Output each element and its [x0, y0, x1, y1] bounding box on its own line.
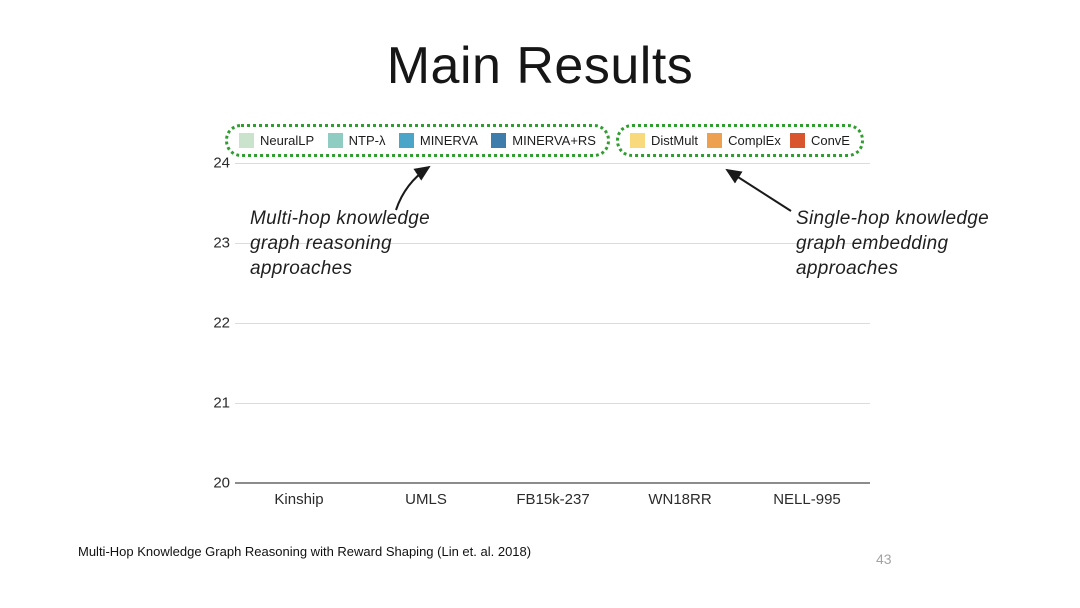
- legend-swatch-conve: [789, 133, 805, 148]
- gridline-24: [235, 163, 870, 164]
- x-axis-line: [235, 482, 870, 484]
- y-tick-23: 23: [213, 234, 230, 252]
- y-tick-24: 24: [213, 154, 230, 172]
- legend-swatch-minerva: [398, 133, 414, 148]
- annotation-single-hop-line1: Single-hop knowledge: [796, 208, 989, 229]
- page-title: Main Results: [386, 37, 694, 95]
- gridline-23: [235, 243, 870, 244]
- x-label-wn18rr: WN18RR: [648, 491, 712, 508]
- annotation-multi-hop-line1: Multi-hop knowledge: [250, 208, 430, 229]
- legend-label-minerva: MINERVA: [419, 133, 478, 148]
- legend-item-minerva: MINERVA: [398, 133, 478, 148]
- x-label-nell-995: NELL-995: [773, 491, 841, 508]
- gridline-22: [235, 323, 870, 324]
- legend-label-minerva-rs: MINERVA+RS: [512, 133, 596, 148]
- legend-swatch-ntp-lambda: [327, 133, 343, 148]
- y-tick-21: 21: [213, 394, 230, 412]
- legend-item-complex: ComplEx: [707, 133, 781, 148]
- legend-swatch-neurallp: [239, 133, 254, 148]
- legend-item-ntp-lambda: NTP-λ: [327, 133, 386, 148]
- x-label-kinship: Kinship: [274, 491, 324, 508]
- y-tick-22: 22: [213, 314, 230, 332]
- legend-swatch-complex: [707, 133, 723, 148]
- legend-label-complex: ComplEx: [728, 133, 781, 148]
- arrow-to-multi-hop-legend: [395, 165, 431, 211]
- annotation-multi-hop-line2: graph reasoning: [250, 233, 392, 254]
- legend-label-conve: ConvE: [810, 133, 850, 148]
- x-label-umls: UMLS: [405, 491, 447, 508]
- citation-text: Multi-Hop Knowledge Graph Reasoning with…: [78, 544, 532, 559]
- annotation-multi-hop: Multi-hop knowledge graph reasoning appr…: [250, 206, 430, 281]
- page-number: 43: [876, 551, 892, 567]
- y-tick-20: 20: [213, 474, 230, 492]
- legend-item-distmult: DistMult: [630, 133, 698, 148]
- annotation-single-hop-line2: graph embedding: [796, 233, 949, 254]
- legend-swatch-distmult: [630, 133, 645, 148]
- legend-label-distmult: DistMult: [651, 133, 698, 148]
- annotation-single-hop-line3: approaches: [796, 258, 899, 279]
- legend-item-neurallp: NeuralLP: [239, 133, 314, 148]
- legend-item-conve: ConvE: [789, 133, 850, 148]
- legend-label-neurallp: NeuralLP: [260, 133, 315, 148]
- legend-label-ntp-lambda: NTP-λ: [348, 133, 386, 148]
- annotation-single-hop: Single-hop knowledge graph embedding app…: [796, 206, 989, 281]
- legend-group-multi-hop: NeuralLP NTP-λ MINERVA MINERVA+RS: [225, 124, 610, 157]
- x-label-fb15k-237: FB15k-237: [516, 491, 590, 508]
- legend-group-single-hop: DistMult ComplEx ConvE: [616, 124, 864, 157]
- gridline-21: [235, 403, 870, 404]
- annotation-multi-hop-line3: approaches: [250, 258, 353, 279]
- arrow-to-single-hop-legend: [725, 168, 792, 212]
- legend-swatch-minerva-rs: [491, 133, 507, 148]
- legend-item-minerva-rs: MINERVA+RS: [491, 133, 596, 148]
